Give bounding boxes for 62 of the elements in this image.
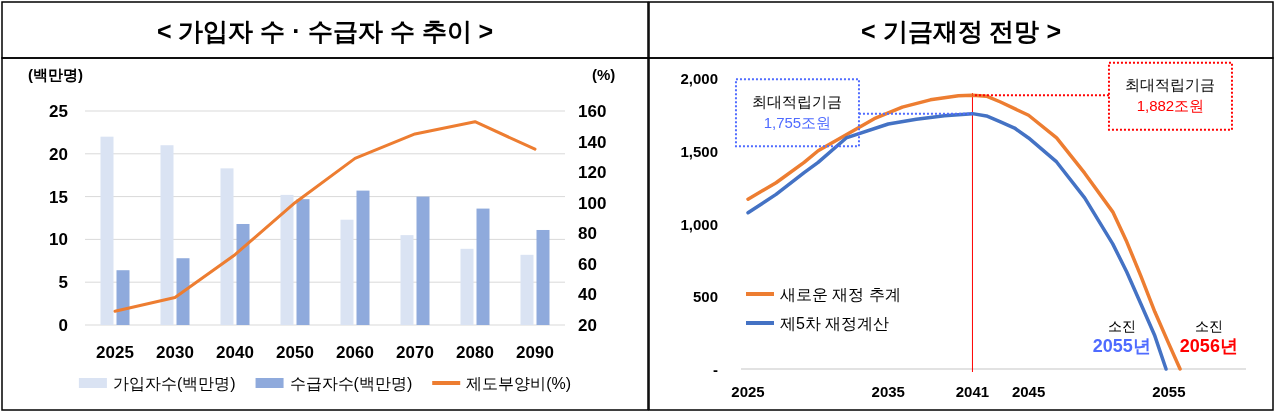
x-tick-label: 2080 bbox=[456, 343, 494, 362]
annotation: 최대적립기금 1,755조원 bbox=[752, 92, 843, 131]
bar bbox=[236, 223, 250, 325]
y-tick-label: 5 bbox=[58, 273, 68, 293]
y2-tick-label: 120 bbox=[578, 163, 607, 183]
y-tick-label: 1,000 bbox=[680, 215, 718, 233]
bar bbox=[476, 208, 490, 325]
y-tick-label: 15 bbox=[49, 187, 68, 207]
chart-title: < 기금재정 전망 > bbox=[860, 17, 1062, 45]
bar bbox=[296, 199, 310, 325]
x-tick-label: 2055 bbox=[1152, 383, 1186, 400]
y-axis-title: (백만명) bbox=[28, 66, 83, 83]
bar bbox=[416, 196, 430, 325]
bar bbox=[460, 248, 474, 325]
bar bbox=[400, 235, 414, 325]
bar bbox=[356, 190, 370, 325]
y2-tick-label: 20 bbox=[578, 316, 597, 335]
annotation: 소진 2055년 bbox=[1092, 318, 1151, 356]
bar bbox=[160, 145, 174, 325]
x-tick-label: 2030 bbox=[156, 343, 194, 362]
bar bbox=[116, 270, 130, 325]
bar bbox=[520, 254, 534, 325]
annotation: 최대적립기금 1,882조원 bbox=[1125, 76, 1216, 115]
x-tick-label: 2035 bbox=[871, 383, 905, 400]
legend-label: 가입자수(백만명) bbox=[112, 375, 236, 392]
x-tick-label: 2025 bbox=[96, 343, 134, 362]
bar bbox=[220, 168, 234, 325]
bar bbox=[176, 258, 190, 325]
chart-title: < 가입자 수 · 수급자 수 추이 > bbox=[156, 17, 494, 45]
y-tick-label: 2,000 bbox=[680, 70, 718, 87]
y2-axis-title: (%) bbox=[592, 66, 616, 83]
legend-label: 새로운 재정 추계 bbox=[780, 286, 901, 303]
bar bbox=[280, 194, 294, 325]
y-tick-label: 0 bbox=[58, 316, 68, 335]
bar bbox=[100, 136, 114, 325]
legend-label: 수급자수(백만명) bbox=[289, 375, 413, 392]
y-tick-label: 10 bbox=[49, 230, 68, 250]
y-tick-label: 20 bbox=[49, 144, 68, 164]
y2-tick-label: 80 bbox=[578, 224, 597, 244]
y-tick-label: 25 bbox=[49, 102, 68, 121]
bar bbox=[536, 229, 550, 325]
x-tick-label: 2045 bbox=[1011, 383, 1046, 400]
y2-tick-label: 40 bbox=[578, 285, 597, 305]
x-tick-label: 2070 bbox=[396, 343, 434, 362]
y2-tick-label: 140 bbox=[578, 132, 607, 152]
annotation: 소진 2056년 bbox=[1179, 318, 1238, 356]
y2-tick-label: 60 bbox=[578, 254, 597, 274]
line-series bbox=[113, 120, 537, 313]
y-tick-label: 500 bbox=[692, 288, 718, 306]
x-tick-label: 2041 bbox=[955, 383, 990, 400]
x-tick-label: 2025 bbox=[731, 383, 765, 400]
bar bbox=[340, 219, 354, 325]
y2-tick-label: 160 bbox=[578, 102, 607, 121]
x-tick-label: 2060 bbox=[336, 343, 374, 362]
y2-tick-label: 100 bbox=[578, 193, 607, 213]
x-tick-label: 2050 bbox=[276, 343, 314, 362]
legend-label: 제5차 재정계산 bbox=[780, 315, 890, 332]
y-tick-label: 1,500 bbox=[680, 142, 718, 160]
y-tick-label: - bbox=[713, 361, 718, 378]
x-tick-label: 2090 bbox=[516, 343, 554, 362]
x-tick-label: 2040 bbox=[216, 343, 254, 362]
legend-label: 제도부양비(%) bbox=[466, 375, 572, 392]
